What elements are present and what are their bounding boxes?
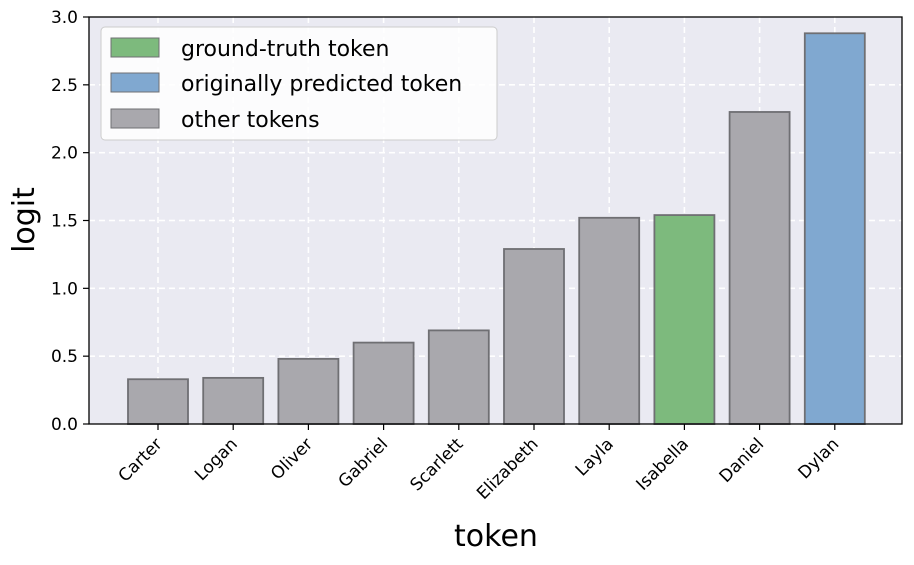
x-tick-label-oliver: Oliver [267, 434, 317, 484]
legend: ground-truth token originally predicted … [100, 26, 498, 141]
y-tick-label: 3.0 [51, 8, 78, 28]
y-axis-label: logit [7, 187, 42, 253]
x-tick-label-gabriel: Gabriel [335, 434, 392, 491]
bar-elizabeth [503, 248, 565, 425]
bar-dylan [803, 32, 866, 425]
x-tick-label-elizabeth: Elizabeth [473, 434, 542, 503]
bar-oliver [277, 357, 340, 425]
legend-label-other: other tokens [181, 108, 320, 133]
x-axis-ticks: Carter Logan Oliver Gabriel Scarlett Elizabet… [115, 424, 843, 504]
legend-label-predicted: originally predicted token [181, 72, 462, 97]
y-tick-label: 2.0 [51, 144, 78, 164]
bar-layla [578, 216, 641, 425]
bar-daniel [728, 111, 791, 425]
y-tick-label: 0.0 [51, 415, 78, 435]
legend-swatch-other [110, 108, 160, 129]
bars [127, 32, 866, 425]
legend-label-ground-truth: ground-truth token [181, 37, 389, 62]
x-tick-label-logan: Logan [191, 434, 242, 485]
x-tick-label-dylan: Dylan [794, 434, 843, 483]
y-tick-label: 0.5 [51, 347, 78, 367]
bar-logan [202, 376, 265, 425]
legend-swatch-predicted [110, 72, 160, 93]
y-tick-label: 2.5 [51, 76, 78, 96]
y-axis-ticks: 0.0 0.5 1.0 1.5 2.0 2.5 3.0 [51, 8, 89, 435]
y-tick-label: 1.0 [51, 279, 78, 299]
bar-isabella [653, 214, 716, 425]
y-tick-label: 1.5 [51, 212, 78, 232]
x-axis-label: token [454, 519, 538, 554]
bar-carter [127, 378, 189, 425]
bar-scarlett [427, 329, 490, 425]
x-tick-label-daniel: Daniel [716, 434, 768, 486]
legend-swatch-ground-truth [110, 37, 160, 58]
x-tick-label-isabella: Isabella [633, 434, 693, 494]
x-tick-label-scarlett: Scarlett [406, 434, 467, 495]
x-tick-label-layla: Layla [572, 434, 618, 480]
legend-box [100, 26, 498, 141]
x-tick-label-carter: Carter [115, 434, 167, 486]
bar-gabriel [352, 341, 415, 425]
